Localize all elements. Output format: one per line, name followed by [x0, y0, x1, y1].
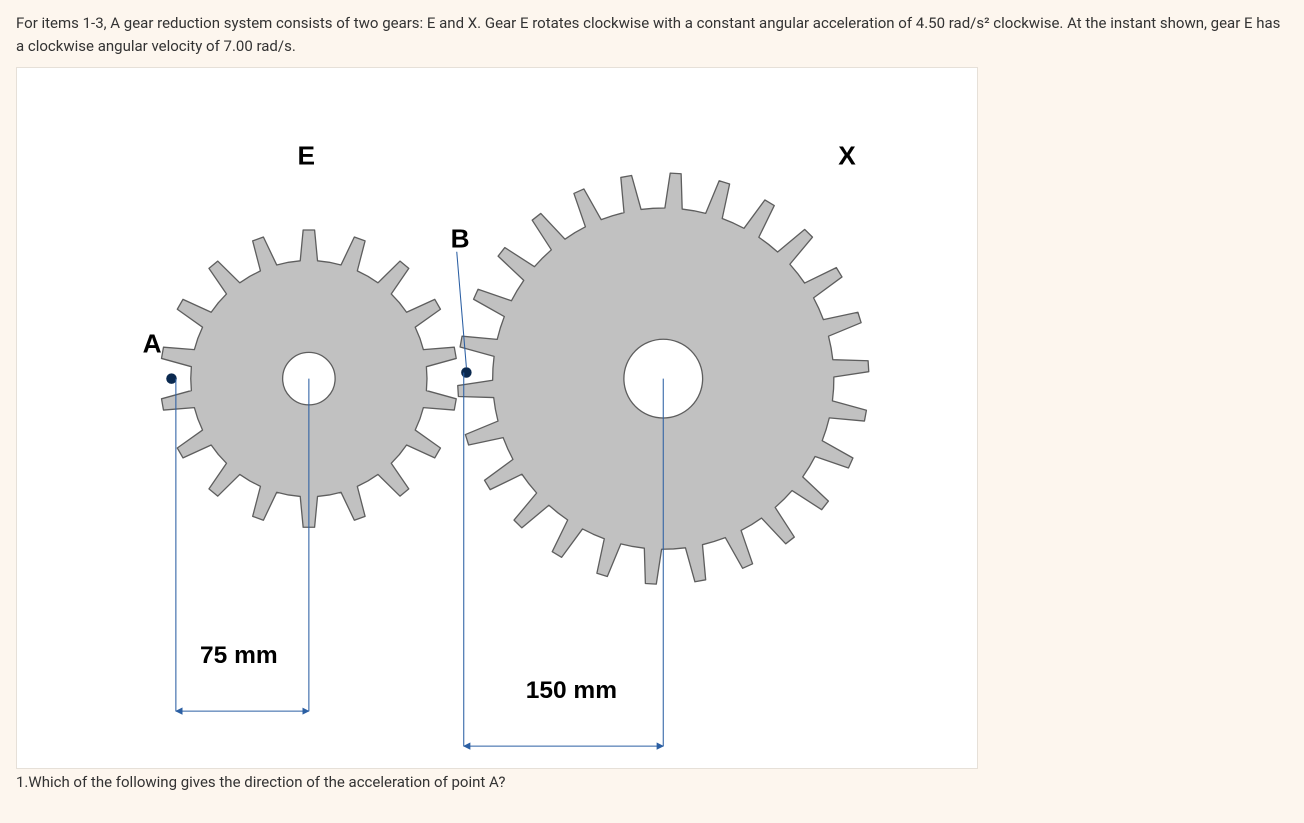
question-1: 1.Which of the following gives the direc…: [0, 769, 1304, 791]
point-b: [461, 367, 472, 378]
gear-figure: E X A B 75 mm 150 mm: [16, 67, 978, 769]
point-a: [166, 373, 177, 384]
gear-diagram-svg: E X A B 75 mm 150 mm: [17, 68, 977, 768]
label-a: A: [143, 328, 162, 358]
problem-statement: For items 1-3, A gear reduction system c…: [0, 0, 1304, 63]
label-b: B: [451, 223, 470, 253]
dim-e-label: 75 mm: [200, 642, 278, 669]
label-e: E: [298, 140, 316, 170]
leader-b: [457, 252, 467, 368]
label-x: X: [838, 140, 856, 170]
dim-x-label: 150 mm: [526, 677, 617, 704]
